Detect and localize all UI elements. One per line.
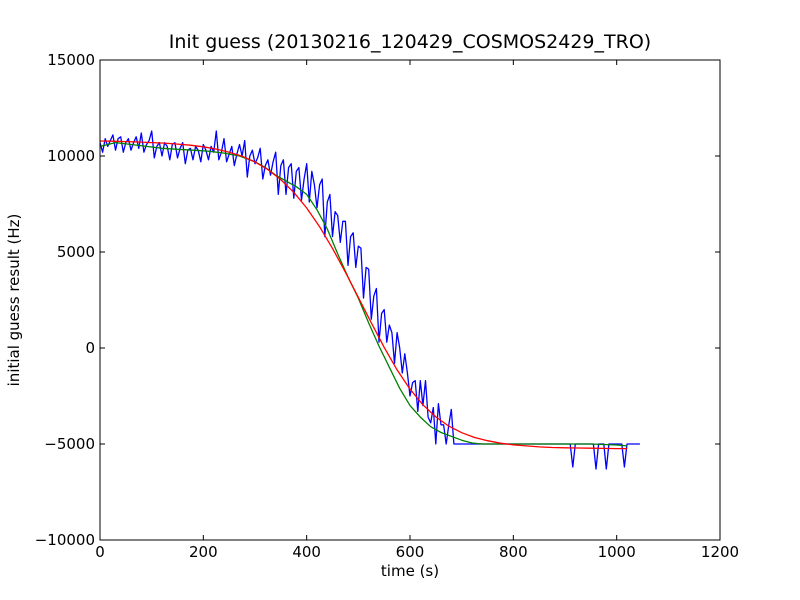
plot-frame (99, 59, 721, 541)
y-tick-label: 10000 (47, 147, 95, 165)
x-axis-label: time (s) (381, 562, 439, 580)
x-tick-label: 400 (292, 543, 321, 561)
y-tick-label: 15000 (47, 51, 95, 69)
y-tick-label: 0 (85, 339, 95, 357)
series-line-3 (99, 140, 627, 450)
y-tick-label: 5000 (57, 243, 95, 261)
x-tick-label: 600 (396, 543, 425, 561)
series-line-1 (99, 130, 640, 470)
x-axis: 0 200 400 600 800 1000 1200 (95, 60, 739, 561)
x-tick-label: 1000 (598, 543, 636, 561)
series-layer (99, 130, 640, 470)
x-tick-label: 1200 (701, 543, 739, 561)
y-axis-label: initial guess result (Hz) (5, 214, 23, 387)
x-tick-label: 800 (499, 543, 528, 561)
y-tick-label: −10000 (35, 531, 95, 549)
y-axis: −10000 −5000 0 5000 10000 15000 (35, 51, 720, 549)
x-tick-label: 200 (189, 543, 218, 561)
chart-title: Init guess (20130216_120429_COSMOS2429_T… (169, 31, 651, 53)
x-tick-label: 0 (95, 543, 105, 561)
y-tick-label: −5000 (44, 435, 95, 453)
